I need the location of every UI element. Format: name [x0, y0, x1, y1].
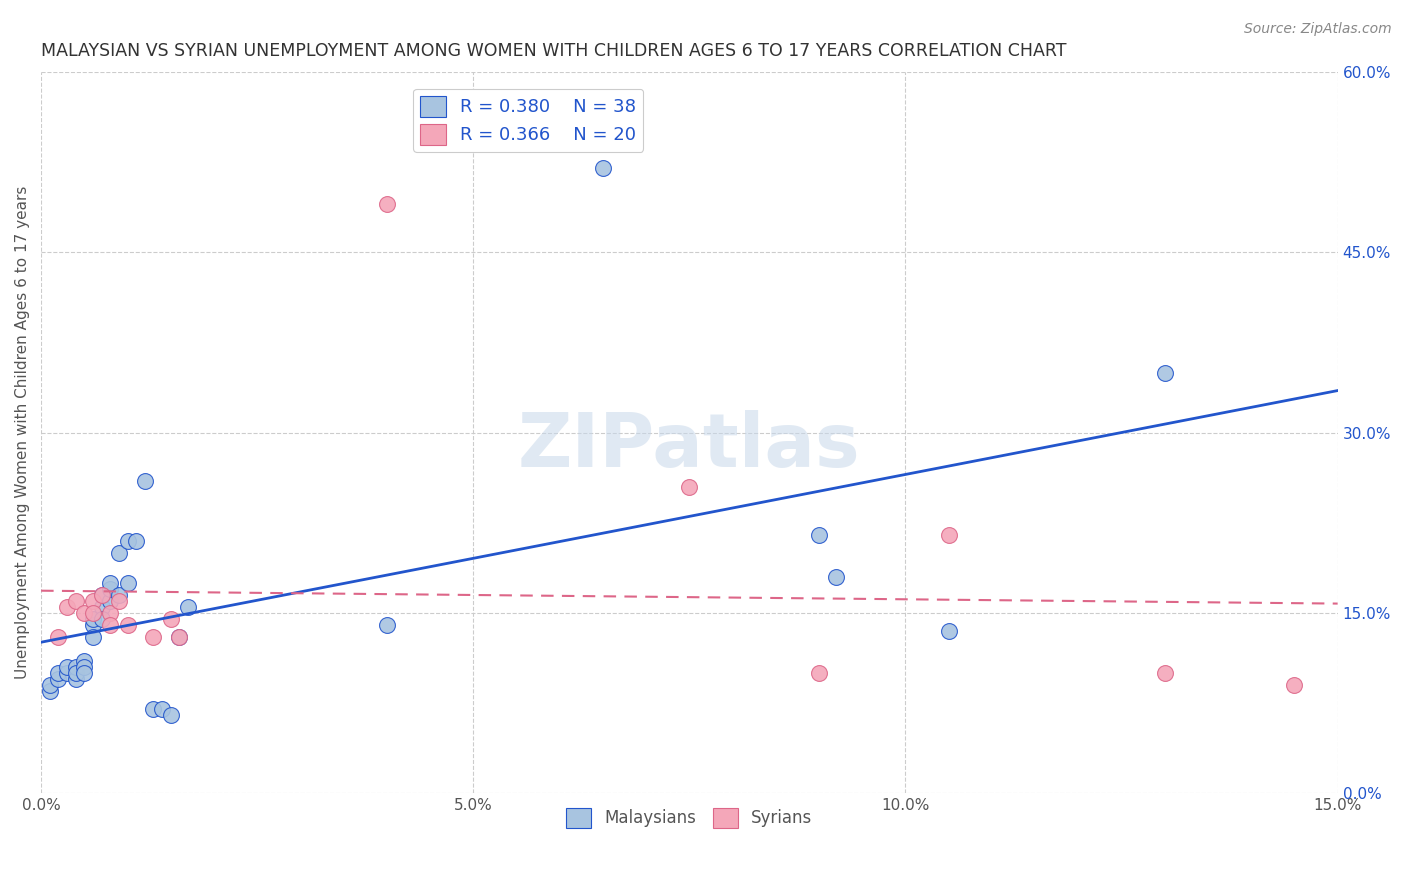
Point: [73, 665, 96, 680]
Point: [82, 611, 104, 625]
Point: [82, 606, 104, 620]
Point: [159, 707, 181, 722]
Point: [177, 599, 200, 614]
Point: [1153, 665, 1175, 680]
Text: Source: ZipAtlas.com: Source: ZipAtlas.com: [1244, 22, 1392, 37]
Point: [117, 617, 139, 632]
Point: [65, 672, 87, 686]
Point: [98, 575, 121, 590]
Point: [90, 588, 112, 602]
Point: [98, 617, 121, 632]
Point: [375, 617, 398, 632]
Legend: Malaysians, Syrians: Malaysians, Syrians: [560, 801, 820, 835]
Point: [108, 588, 131, 602]
Point: [65, 659, 87, 673]
Point: [117, 533, 139, 548]
Text: MALAYSIAN VS SYRIAN UNEMPLOYMENT AMONG WOMEN WITH CHILDREN AGES 6 TO 17 YEARS CO: MALAYSIAN VS SYRIAN UNEMPLOYMENT AMONG W…: [41, 42, 1067, 60]
Point: [808, 527, 831, 541]
Point: [98, 606, 121, 620]
Point: [938, 527, 960, 541]
Point: [90, 588, 112, 602]
Point: [938, 624, 960, 638]
Point: [1153, 366, 1175, 380]
Point: [48, 672, 70, 686]
Point: [142, 701, 165, 715]
Point: [38, 678, 60, 692]
Point: [134, 474, 156, 488]
Point: [169, 630, 191, 644]
Point: [56, 659, 79, 673]
Point: [98, 582, 121, 596]
Point: [38, 683, 60, 698]
Point: [808, 665, 831, 680]
Point: [169, 630, 191, 644]
Point: [98, 593, 121, 607]
Point: [825, 569, 848, 583]
Point: [90, 611, 112, 625]
Text: ZIPatlas: ZIPatlas: [517, 410, 860, 483]
Point: [73, 654, 96, 668]
Point: [159, 611, 181, 625]
Point: [592, 161, 614, 176]
Point: [375, 197, 398, 211]
Point: [142, 630, 165, 644]
Point: [73, 659, 96, 673]
Point: [48, 665, 70, 680]
Point: [82, 593, 104, 607]
Point: [82, 630, 104, 644]
Point: [108, 593, 131, 607]
Point: [117, 575, 139, 590]
Point: [108, 545, 131, 559]
Point: [90, 599, 112, 614]
Y-axis label: Unemployment Among Women with Children Ages 6 to 17 years: Unemployment Among Women with Children A…: [15, 186, 30, 679]
Point: [65, 593, 87, 607]
Point: [125, 533, 148, 548]
Point: [150, 701, 173, 715]
Point: [56, 599, 79, 614]
Point: [1284, 678, 1306, 692]
Point: [678, 479, 700, 493]
Point: [56, 665, 79, 680]
Point: [82, 617, 104, 632]
Point: [48, 630, 70, 644]
Point: [73, 606, 96, 620]
Point: [65, 665, 87, 680]
